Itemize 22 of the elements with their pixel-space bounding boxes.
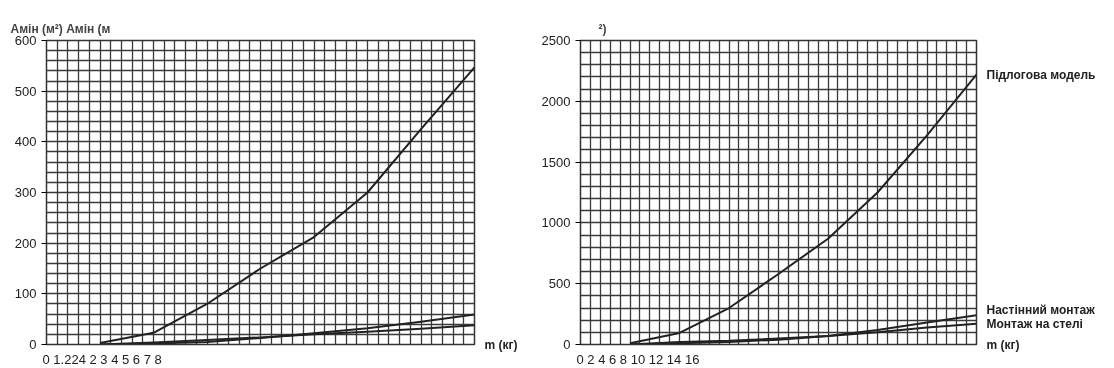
x-axis-title: m (кг) [484, 337, 518, 352]
y-tick-label: 0 [563, 337, 571, 352]
series-label: Монтаж на стелі [986, 316, 1083, 331]
y-tick-label: 300 [14, 185, 37, 200]
y-tick-label: 100 [14, 286, 37, 302]
y-tick-label: 500 [548, 276, 571, 292]
y-tick-label: 600 [14, 33, 37, 48]
y-axis-title: Амін (м²) Амін (м [10, 21, 111, 36]
series-label: Підлогова модель [986, 67, 1096, 82]
y-tick-label: 1000 [541, 215, 571, 231]
y-tick-label: 400 [14, 134, 37, 150]
y-tick-label: 200 [14, 235, 37, 251]
y-axis-title: ²) [598, 21, 607, 36]
x-axis-title: m (кг) [986, 337, 1020, 352]
y-tick-label: 500 [14, 83, 37, 99]
y-tick-label: 2000 [541, 93, 571, 109]
series-label: Настінний монтаж [986, 302, 1096, 317]
text: 0 2 4 6 8 10 12 14 16 [576, 351, 700, 367]
y-tick-label: 2500 [541, 33, 571, 48]
y-tick-label: 0 [29, 337, 37, 352]
y-tick-label: 1500 [541, 154, 571, 170]
text: 0 1.224 2 3 4 5 6 7 8 [42, 351, 162, 367]
